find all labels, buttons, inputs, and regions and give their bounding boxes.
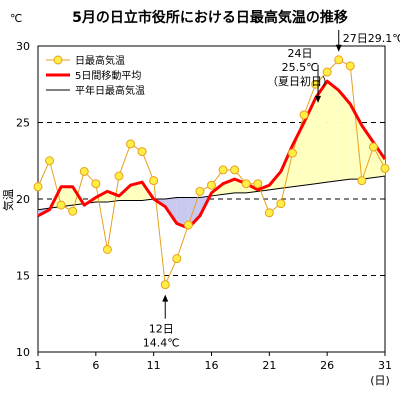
legend-label-moving-average: 5日間移動平均 [75, 69, 141, 82]
daily-max-point [253, 179, 263, 189]
fill-above-normal [338, 90, 351, 181]
daily-max-point [126, 139, 136, 149]
y-axis-label: 気温 [1, 189, 15, 211]
legend-label-daily: 日最高気温 [75, 54, 125, 67]
y-tick-label: 15 [16, 270, 30, 283]
legend-label-normal: 平年日最高気温 [75, 84, 145, 97]
daily-max-point [195, 186, 205, 196]
daily-max-point [345, 61, 355, 71]
daily-max-point [160, 280, 170, 290]
daily-max-point [287, 148, 297, 158]
daily-max-point [183, 220, 193, 230]
daily-max-point [137, 147, 147, 157]
daily-max-point [172, 254, 182, 264]
daily-max-point [334, 55, 344, 65]
y-tick-label: 30 [16, 40, 30, 53]
y-tick-label: 25 [16, 117, 30, 130]
fill-above-normal [130, 182, 143, 201]
daily-max-point [299, 110, 309, 120]
daily-max-point [79, 166, 89, 176]
annotation-text: 24日 [288, 47, 313, 60]
daily-max-point [114, 171, 124, 181]
y-tick-label: 10 [16, 346, 30, 359]
fill-above-normal [315, 81, 328, 184]
annotation: 27日29.1℃ [335, 30, 400, 52]
daily-max-point [230, 165, 240, 175]
annotation-arrowhead [315, 95, 322, 103]
annotation-text: 14.4℃ [143, 337, 180, 350]
daily-max-point [357, 176, 367, 186]
fill-above-normal [292, 122, 305, 187]
annotation-arrowhead [162, 294, 169, 302]
daily-max-point [322, 67, 332, 77]
daily-max-point [91, 179, 101, 189]
y-axis-unit: ℃ [10, 12, 22, 25]
annotation-text: （夏日初日） [267, 74, 333, 88]
daily-max-point [33, 182, 43, 192]
x-axis-unit: (日) [370, 374, 390, 387]
x-tick-label: 11 [147, 359, 161, 372]
annotation-text: 25.5℃ [282, 61, 319, 74]
x-tick-label: 16 [205, 359, 219, 372]
legend-marker-daily [53, 55, 63, 65]
annotation-text: 12日 [149, 323, 174, 336]
daily-max-point [368, 142, 378, 152]
fill-below-normal [188, 197, 200, 229]
annotation-arrowhead [335, 44, 342, 52]
annotation-text: 27日29.1℃ [343, 32, 400, 45]
daily-max-point [264, 208, 274, 218]
moving-average-line [37, 79, 387, 230]
daily-max-point [207, 180, 216, 190]
x-tick-label: 6 [92, 359, 99, 372]
x-tick-label: 21 [262, 359, 276, 372]
x-tick-label: 26 [320, 359, 334, 372]
daily-max-point [149, 176, 159, 186]
daily-max-point [380, 163, 390, 173]
x-tick-label: 31 [378, 359, 392, 372]
y-tick-label: 20 [16, 193, 30, 206]
fill-above-normal [327, 81, 339, 183]
x-tick-label: 1 [35, 359, 42, 372]
daily-max-point [218, 165, 228, 175]
daily-max-point [102, 244, 112, 254]
daily-max-point [56, 200, 66, 210]
daily-max-point [45, 156, 55, 166]
chart-title: 5月の日立市役所における日最高気温の推移 [72, 9, 348, 26]
daily-max-point [276, 199, 286, 209]
daily-max-point [68, 206, 78, 216]
daily-max-point [241, 179, 251, 189]
fill-below-normal [176, 197, 189, 229]
